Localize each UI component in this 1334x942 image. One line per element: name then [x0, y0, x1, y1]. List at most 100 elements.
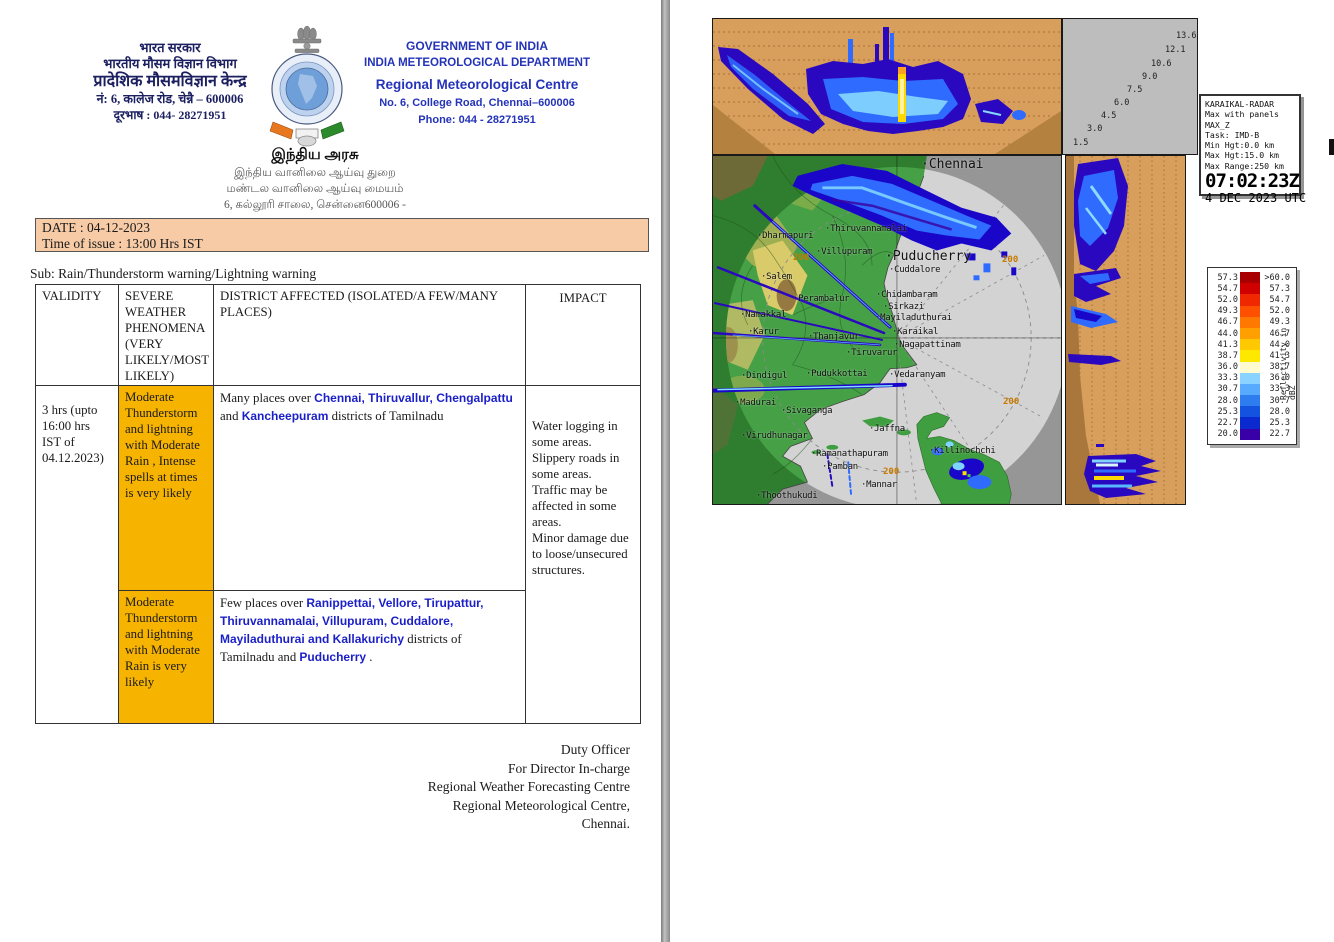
- scale-color-swatch: [1240, 294, 1260, 306]
- map-label-dharmapuri: ·Dharmapuri: [757, 231, 814, 241]
- scale-color-swatch: [1240, 350, 1260, 362]
- scale-right-value: 54.7: [1269, 294, 1290, 305]
- reflectivity-scale-title: Reflectivity in dBZ: [1279, 327, 1297, 400]
- scale-row: 22.7 25.3: [1214, 417, 1292, 429]
- page-divider[interactable]: [661, 0, 670, 942]
- range-ring-label: 200: [1002, 255, 1019, 265]
- scale-right-value: 36.0: [1269, 373, 1290, 384]
- district-text: districts of Tamilnadu and: [220, 632, 462, 664]
- height-label-9.0: 9.0: [1142, 72, 1158, 82]
- scale-right-value: 28.0: [1269, 406, 1290, 417]
- map-label-virudhunagar: ·Virudhunagar: [741, 431, 808, 441]
- map-label-nagapattinam: ·Nagapattinam: [894, 340, 961, 350]
- scale-left-value: 52.0: [1217, 294, 1238, 305]
- text-line: Max with panels: [1205, 109, 1279, 120]
- text-line: Regional Weather Forecasting Centre: [427, 779, 630, 794]
- map-label-mayiladuthurai: ·Mayiladuthurai: [875, 313, 952, 323]
- district-text: and: [220, 409, 242, 423]
- imd-logo: [263, 25, 351, 148]
- text-line: Chennai.: [581, 816, 630, 831]
- height-label-3.0: 3.0: [1087, 124, 1103, 134]
- scale-color-swatch: [1240, 406, 1260, 418]
- height-label-6.0: 6.0: [1114, 98, 1130, 108]
- range-ring-label: 200: [793, 253, 810, 263]
- scale-left-value: 44.0: [1217, 328, 1238, 339]
- scale-right-value: 22.7: [1269, 429, 1290, 440]
- district-name-bold: Puducherry: [299, 650, 367, 664]
- radar-map-panel: ·Chennai ·Dharmapuri ·Thiruvannamalai ·Vill…: [711, 155, 1062, 507]
- scale-row: 57.3 >60.0: [1214, 272, 1292, 284]
- radar-xz-cross-section: [712, 18, 1062, 155]
- date-line: DATE : 04-12-2023: [42, 220, 150, 235]
- map-label-karur: ·Karur: [748, 327, 779, 337]
- header-district: DISTRICT AFFECTED (ISOLATED/A FEW/MANY P…: [214, 285, 526, 386]
- scale-left-value: 25.3: [1217, 406, 1238, 417]
- radar-map-graphic: [711, 155, 1062, 507]
- scale-row: 46.7 49.3: [1214, 316, 1292, 328]
- text-line: 6, கல்லூரி சாலை, சென்னை600006 -: [224, 199, 406, 211]
- impact-cell: Water logging in some areas. Slippery roa…: [526, 386, 640, 723]
- text-line: Task: IMD-B: [1205, 129, 1260, 140]
- district-name-bold: Kancheepuram: [241, 409, 329, 423]
- text-line: Traffic may be affected in some areas.: [532, 483, 617, 529]
- xz-echo-graphic: [713, 27, 1061, 154]
- map-label-perambalur: ·Perambalur: [793, 294, 850, 304]
- text-line: भारत सरकार: [139, 40, 201, 55]
- scale-left-value: 30.7: [1217, 384, 1238, 395]
- scale-row: 30.7 33.3: [1214, 383, 1292, 396]
- yz-echo-graphic: [1066, 156, 1177, 504]
- scale-right-value: >60.0: [1264, 272, 1290, 283]
- scale-color-swatch: [1240, 305, 1260, 317]
- text-line: KARAIKAL-RADAR: [1205, 99, 1275, 109]
- height-label-4.5: 4.5: [1101, 111, 1117, 121]
- scale-color-swatch: [1240, 327, 1260, 340]
- radar-info-lines: KARAIKAL-RADAR Max with panels MAX_Z Task: …: [1205, 99, 1295, 171]
- map-label-sivaganga: ·Sivaganga: [781, 406, 833, 416]
- scale-left-value: 46.7: [1217, 317, 1238, 328]
- scale-color-swatch: [1240, 395, 1260, 407]
- text-line: Phone: 044 - 28271951: [418, 114, 536, 126]
- scale-left-value: 36.0: [1217, 362, 1238, 373]
- height-label-13.6: 13.6: [1176, 31, 1197, 41]
- imd-logo-graphic: [269, 25, 345, 147]
- text-line: दूरभाष : 044- 28271951: [113, 108, 227, 122]
- header-validity: VALIDITY: [36, 285, 119, 386]
- date-issue-box: DATE : 04-12-2023 Time of issue : 13:00 …: [35, 218, 649, 252]
- header-tamil-block: இந்திய அரசு இந்திய வானிலை ஆய்வு துறை மண்டல…: [178, 146, 452, 213]
- text-line: भारतीय मौसम विज्ञान विभाग: [103, 56, 237, 71]
- scale-left-value: 33.3: [1217, 373, 1238, 384]
- scale-left-value: 54.7: [1217, 283, 1238, 294]
- scale-right-value: 52.0: [1269, 306, 1290, 317]
- scale-row: 44.0 46.7: [1214, 327, 1292, 340]
- text-line: Max Range:250 km: [1205, 160, 1284, 171]
- scale-row: 20.0 22.7: [1214, 428, 1292, 440]
- time-of-issue-line: Time of issue : 13:00 Hrs IST: [42, 235, 203, 251]
- scale-color-swatch: [1240, 428, 1260, 440]
- scale-color-swatch: [1240, 272, 1260, 284]
- radar-yz-cross-section: [1065, 155, 1186, 505]
- signature-block: Duty Officer For Director In-charge Region…: [330, 741, 630, 834]
- text-line: MAX_Z: [1205, 119, 1230, 130]
- scrollbar-tick[interactable]: [1329, 139, 1334, 155]
- scale-right-value: 41.3: [1269, 350, 1290, 361]
- scale-color-swatch: [1240, 372, 1260, 384]
- text-line: प्रादेशिक मौसमविज्ञान केन्द्र: [93, 73, 247, 90]
- radar-info-box: KARAIKAL-RADAR Max with panels MAX_Z Task: …: [1199, 94, 1306, 205]
- height-label-12.1: 12.1: [1165, 45, 1186, 55]
- text-line: नं: 6, कालेज रोड, चेन्नै – 600006: [96, 92, 244, 106]
- radar-time: 07:02:23Z: [1205, 170, 1300, 193]
- text-line: இந்திய வானிலை ஆய்வு துறை: [234, 167, 396, 179]
- scale-color-swatch: [1240, 283, 1260, 295]
- scale-right-value: 33.3: [1269, 384, 1290, 395]
- scale-row: 36.0 38.7: [1214, 361, 1292, 373]
- height-label-7.5: 7.5: [1127, 85, 1143, 95]
- map-label-ramanathapuram: ·Ramanathapuram: [811, 449, 888, 459]
- map-label-thoothukudi: ·Thoothukudi: [756, 491, 818, 501]
- map-label-chidambaram: ·Chidambaram: [876, 290, 938, 300]
- text-line: GOVERNMENT OF INDIA: [405, 39, 548, 53]
- scale-right-value: 30.7: [1269, 395, 1290, 406]
- map-label-jaffna: ·Jaffna: [869, 424, 905, 434]
- scale-right-value: 38.7: [1269, 362, 1290, 373]
- phenomena-row1-cell: Moderate Thunderstorm and lightning with…: [119, 386, 214, 591]
